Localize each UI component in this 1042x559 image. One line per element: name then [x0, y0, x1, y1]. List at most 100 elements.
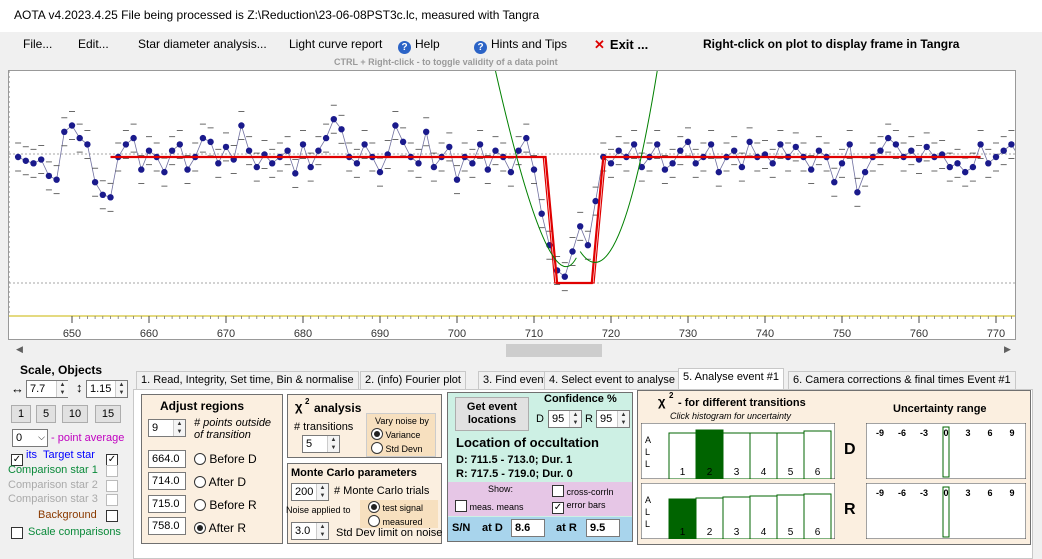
menu-exit[interactable]: ✕ Exit ...	[594, 37, 648, 53]
tab-select-event[interactable]: 4. Select event to analyse	[544, 371, 680, 389]
histogram-all-letter: L	[645, 507, 650, 517]
x-tick-label: 750	[833, 328, 851, 339]
snr-at-d-label: at D	[482, 522, 503, 534]
scale-button-1[interactable]: 1	[11, 405, 31, 423]
tab-find-events[interactable]: 3. Find events	[478, 371, 558, 389]
measured-radio[interactable]: measured	[368, 515, 423, 527]
x-tick-label: 700	[448, 328, 466, 339]
scale-x-spinner[interactable]: ▲ ▼	[56, 381, 68, 397]
location-title: Location of occultation	[456, 435, 599, 450]
data-point	[846, 141, 853, 148]
uncertainty-tick-label: 9	[1009, 428, 1014, 438]
data-point	[61, 128, 68, 135]
tab-camera-corrections[interactable]: 6. Camera corrections & final times Even…	[788, 371, 1016, 389]
tab-fourier-plot[interactable]: 2. (info) Fourier plot	[360, 371, 466, 389]
after-d-value: 714.0	[152, 475, 180, 487]
window-title: AOTA v4.2023.4.25 File being processed i…	[14, 8, 540, 22]
points-average-select[interactable]: 0 ⌵	[12, 429, 48, 447]
histogram-bar-label: 5	[788, 467, 794, 478]
uncertainty-tick-label: -9	[876, 488, 884, 498]
menu-star-diameter[interactable]: Star diameter analysis...	[138, 37, 267, 51]
data-point	[661, 166, 669, 173]
confidence-r-label: R	[585, 413, 593, 425]
menu-hints-label: Hints and Tips	[491, 37, 568, 51]
data-point	[207, 138, 214, 146]
menu-hints[interactable]: ? Hints and Tips	[474, 37, 567, 54]
get-event-locations-button[interactable]: Get event locations	[455, 397, 529, 431]
after-d-radio[interactable]: After D	[194, 475, 246, 489]
data-point	[861, 168, 869, 176]
scale-button-10[interactable]: 10	[62, 405, 88, 423]
menu-edit[interactable]: Edit...	[78, 37, 109, 51]
x-tick-label: 740	[756, 328, 774, 339]
data-point	[176, 141, 183, 148]
scale-button-5[interactable]: 5	[36, 405, 56, 423]
after-r-radio[interactable]: After R	[194, 521, 246, 535]
chi2-curve-r	[579, 71, 658, 263]
cross-correlation-label: cross-corrln	[566, 487, 614, 497]
data-point	[392, 122, 399, 129]
meas-means-checkbox[interactable]: meas. means	[455, 500, 524, 512]
before-d-radio[interactable]: Before D	[194, 452, 257, 466]
light-curve-svg[interactable]: 650 660 670 680 690 700 710 720 730 740 750 760 770	[9, 71, 1015, 339]
confidence-d-spinner[interactable]: ▲ ▼	[569, 411, 581, 427]
comparison-star-1-checkbox[interactable]	[106, 464, 118, 478]
histogram-bar-label: 3	[734, 527, 740, 538]
scale-y-spinner[interactable]: ▲ ▼	[115, 381, 127, 397]
data-point	[469, 160, 476, 167]
monte-carlo-trials-spinner[interactable]: ▲ ▼	[316, 484, 328, 500]
variance-radio[interactable]: Variance	[371, 428, 420, 440]
before-r-input[interactable]: 715.0	[148, 495, 186, 513]
scale-objects-panel: Scale, Objects ↔ 7.7 ▲ ▼ ↕ 1.15 ▲ ▼ 1 5 10…	[0, 359, 132, 559]
test-signal-radio[interactable]: test signal	[368, 501, 423, 513]
data-point	[338, 126, 345, 133]
x-tick-label: 690	[371, 328, 389, 339]
before-d-input[interactable]: 664.0	[148, 450, 186, 468]
data-point	[731, 147, 738, 154]
std-devn-radio[interactable]: Std Devn	[371, 442, 423, 454]
scroll-left-icon[interactable]: ◀	[16, 344, 23, 354]
menu-light-curve-report[interactable]: Light curve report	[289, 37, 383, 51]
tab-analyse-event[interactable]: 5. Analyse event #1	[678, 368, 785, 389]
background-checkbox[interactable]	[106, 509, 118, 523]
error-bars-checkbox[interactable]: ✓ error bars	[552, 500, 606, 514]
scroll-right-icon[interactable]: ▶	[1004, 344, 1011, 354]
cross-correlation-checkbox[interactable]: cross-corrln	[552, 485, 614, 497]
target-star-checkbox[interactable]: ✓	[11, 449, 23, 466]
points-outside-spinner[interactable]: ▲ ▼	[173, 420, 185, 436]
tab-read-integrity[interactable]: 1. Read, Integrity, Set time, Bin & norm…	[136, 371, 359, 389]
comparison-star-2-checkbox[interactable]	[106, 479, 118, 493]
noise-applied-label: Noise applied to	[286, 505, 351, 515]
histogram-r-letter: R	[844, 501, 856, 518]
radio-selected-icon	[371, 428, 383, 440]
before-r-radio[interactable]: Before R	[194, 498, 257, 512]
scale-button-15[interactable]: 15	[95, 405, 121, 423]
data-point	[877, 147, 884, 154]
histogram-bar-label: 2	[707, 467, 713, 478]
stddev-limit-spinner[interactable]: ▲ ▼	[316, 523, 328, 539]
comparison-star-3-checkbox[interactable]	[106, 493, 118, 507]
snr-at-r-label: at R	[556, 522, 577, 534]
plot-scrollbar-thumb[interactable]	[506, 344, 602, 357]
data-point	[45, 172, 53, 180]
menu-help[interactable]: ? Help	[398, 37, 440, 54]
points-outside-label: # points outside of transition	[194, 417, 272, 441]
chi2-analysis-group: χ 2 analysis # transitions 5 ▲ ▼ Vary noi…	[287, 394, 442, 458]
menu-file[interactable]: File...	[23, 37, 53, 51]
confidence-r-spinner[interactable]: ▲ ▼	[617, 411, 629, 427]
transitions-spinner[interactable]: ▲ ▼	[327, 436, 339, 452]
data-point	[168, 147, 176, 154]
variance-label: Variance	[385, 430, 421, 440]
data-point	[992, 153, 1000, 161]
checkbox-checked-icon: ✓	[11, 454, 23, 466]
data-point	[361, 141, 368, 148]
light-curve-plot[interactable]: 650 660 670 680 690 700 710 720 730 740 750 760 770	[8, 70, 1016, 340]
after-r-input[interactable]: 758.0	[148, 517, 186, 535]
after-d-input[interactable]: 714.0	[148, 472, 186, 490]
data-point	[808, 166, 815, 173]
confidence-d-value: 95	[552, 413, 565, 425]
scale-comparisons-checkbox[interactable]	[11, 526, 23, 540]
snr-r-value: 9.5	[590, 522, 606, 534]
